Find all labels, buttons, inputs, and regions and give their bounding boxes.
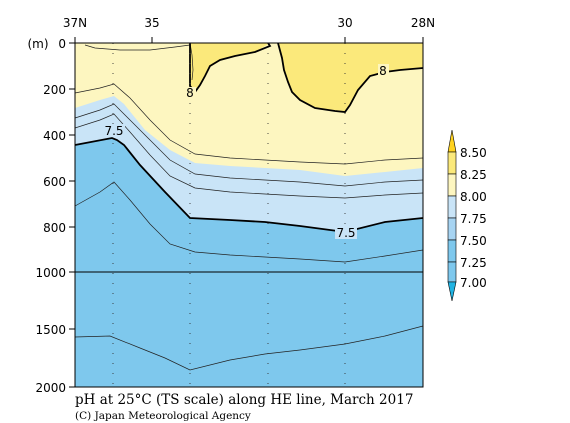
y-tick-label: 0: [58, 37, 66, 51]
colorbar-label: 8.50: [460, 146, 487, 160]
contour-label: 8: [186, 86, 194, 100]
contour-line: [74, 103, 424, 187]
plot-frame: [74, 42, 424, 388]
colorbar-swatch: [447, 261, 457, 283]
y-tick-label: 200: [43, 83, 66, 97]
y-tick-label: 600: [43, 175, 66, 189]
x-axis: 37N 35 30 28N: [63, 16, 435, 43]
contour-line: [189, 42, 194, 81]
contour-line: [74, 325, 424, 371]
y-tick-label: 800: [43, 221, 66, 235]
y-tick-label: 1500: [35, 323, 66, 337]
colorbar-label: 7.25: [460, 256, 487, 270]
y-axis: (m) 0 200 400 600 800 1000 1500 2000: [27, 37, 75, 395]
colorbar-label: 7.50: [460, 234, 487, 248]
colorbar-swatch: [447, 195, 457, 219]
plot-area: [75, 43, 423, 387]
colorbar-label: 8.00: [460, 190, 487, 204]
credit-text: (C) Japan Meteorological Agency: [75, 410, 251, 422]
x-tick-label: 28N: [411, 16, 435, 30]
contour-label: 7.5: [104, 124, 123, 138]
contour-labels: 8 8 7.5 7.5: [103, 64, 389, 240]
x-tick-label: 37N: [63, 16, 87, 30]
colorbar-label: 7.75: [460, 212, 487, 226]
y-tick-label: 2000: [35, 381, 66, 395]
colorbar-label: 8.25: [460, 168, 487, 182]
fill-above-8-right: [278, 43, 423, 112]
x-tick-label: 35: [144, 16, 159, 30]
colorbar-swatch: [447, 173, 457, 197]
y-unit-label: (m): [27, 37, 48, 51]
colorbar-bottom-arrow: [447, 281, 457, 302]
colorbar: 8.50 8.25 8.00 7.75 7.50 7.25 7.00: [447, 129, 487, 302]
chart-title: pH at 25°C (TS scale) along HE line, Mar…: [75, 392, 413, 408]
colorbar-label: 7.00: [460, 276, 487, 290]
colorbar-top-arrow: [447, 129, 457, 153]
colorbar-swatch: [447, 217, 457, 241]
contour-line: [74, 113, 424, 199]
colorbar-swatch: [447, 239, 457, 263]
contour-line: [74, 181, 424, 263]
contour-label: 8: [379, 64, 387, 78]
fill-above-8-left: [190, 43, 270, 92]
contour-line: [84, 44, 191, 51]
colorbar-swatch: [447, 151, 457, 175]
y-tick-label: 1000: [35, 266, 66, 280]
x-tick-label: 30: [337, 16, 352, 30]
y-tick-label: 400: [43, 129, 66, 143]
contour-label: 7.5: [336, 226, 355, 240]
